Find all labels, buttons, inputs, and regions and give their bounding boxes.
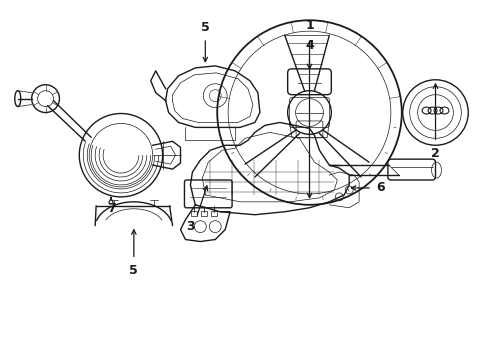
Text: 3: 3 (186, 220, 195, 233)
Bar (201, 211, 207, 216)
Text: 2: 2 (431, 147, 440, 160)
Text: 7: 7 (107, 202, 116, 215)
Text: 5: 5 (129, 264, 138, 277)
Bar (192, 211, 197, 216)
Text: 6: 6 (377, 181, 385, 194)
Bar (211, 211, 217, 216)
Text: 1: 1 (305, 19, 314, 32)
Text: 4: 4 (305, 39, 314, 51)
Text: 5: 5 (201, 21, 210, 34)
